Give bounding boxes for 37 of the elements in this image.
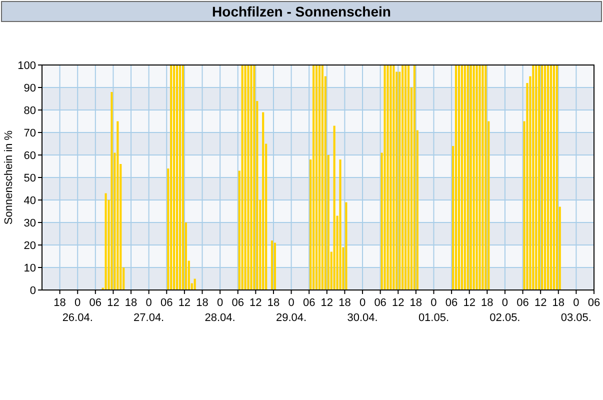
x-tick-label: 12 bbox=[250, 297, 262, 309]
x-tick-label: 18 bbox=[338, 297, 351, 309]
y-tick-label: 80 bbox=[24, 104, 36, 117]
x-tick-label: 18 bbox=[481, 297, 494, 309]
x-tick-label: 18 bbox=[552, 297, 565, 309]
y-tick-label: 20 bbox=[24, 240, 36, 252]
y-axis-title: Sonnenschein in % bbox=[3, 130, 15, 225]
x-tick-label: 06 bbox=[160, 297, 173, 309]
x-tick-label: 12 bbox=[463, 297, 476, 309]
x-tick-label: 18 bbox=[267, 297, 280, 309]
x-tick-label: 06 bbox=[516, 297, 529, 309]
y-tick-label: 60 bbox=[24, 150, 36, 162]
x-tick-label: 12 bbox=[534, 297, 547, 309]
x-tick-label: 06 bbox=[445, 297, 458, 309]
y-tick-label: 100 bbox=[18, 60, 36, 72]
y-tick-label: 40 bbox=[24, 194, 36, 207]
x-tick-label: 12 bbox=[178, 297, 191, 309]
y-tick-label: 90 bbox=[24, 82, 36, 94]
y-tick-label: 30 bbox=[24, 217, 36, 230]
x-tick-label: 06 bbox=[374, 297, 386, 309]
y-tick-label: 0 bbox=[30, 284, 36, 297]
y-tick-label: 10 bbox=[24, 262, 36, 274]
x-tick-label: 18 bbox=[410, 297, 422, 309]
x-tick-label: 06 bbox=[588, 297, 600, 309]
x-tick-label: 12 bbox=[392, 297, 404, 309]
x-tick-label: 06 bbox=[89, 297, 102, 309]
x-tick-label: 06 bbox=[302, 297, 316, 309]
chart-title: Hochfilzen - Sonnenschein bbox=[212, 4, 391, 20]
x-tick-label: 18 bbox=[124, 297, 138, 309]
x-tick-label: 18 bbox=[196, 297, 208, 309]
x-tick-label: 06 bbox=[232, 297, 244, 309]
x-tick-label: 18 bbox=[54, 297, 66, 309]
y-tick-label: 50 bbox=[24, 172, 36, 184]
x-tick-label: 12 bbox=[320, 297, 334, 309]
title-header: Hochfilzen - Sonnenschein bbox=[1, 1, 602, 22]
x-tick-label: 12 bbox=[107, 297, 120, 309]
y-tick-label: 70 bbox=[24, 127, 36, 140]
